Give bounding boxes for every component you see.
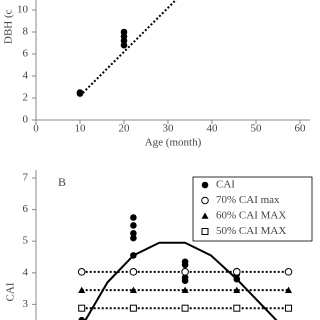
point xyxy=(233,286,241,293)
legend-box xyxy=(192,176,313,242)
y-tick-label: 6 xyxy=(23,48,29,60)
x-tick-label: 30 xyxy=(163,123,175,135)
trend-line xyxy=(79,0,178,97)
point xyxy=(130,252,137,259)
point xyxy=(77,268,86,276)
x-tick-label: 10 xyxy=(75,123,87,135)
point xyxy=(129,304,137,312)
y-axis-label: DBH (c xyxy=(3,9,15,44)
fit-curve xyxy=(84,241,278,320)
legend-label: 60% CAI MAX xyxy=(216,210,286,222)
point xyxy=(130,214,137,221)
x-tick-label: 40 xyxy=(207,123,219,135)
legend-label: 70% CAI max xyxy=(216,194,280,206)
point xyxy=(181,268,189,276)
x-tick-label: 50 xyxy=(251,123,263,135)
legend-label: 50% CAI MAX xyxy=(216,225,286,237)
point xyxy=(129,286,137,293)
x-tick-label: 0 xyxy=(33,123,39,135)
legend-label: CAI xyxy=(216,179,235,191)
point xyxy=(78,286,86,293)
panel-label: B xyxy=(58,175,66,189)
point xyxy=(130,230,137,237)
point xyxy=(130,234,137,242)
y-tick-label: 5 xyxy=(23,235,29,247)
point xyxy=(232,268,241,276)
y-tick-label: 8 xyxy=(23,26,29,38)
y-tick-label: 4 xyxy=(23,266,29,278)
y-tick-label: 10 xyxy=(17,4,29,16)
legend-marker xyxy=(201,228,209,235)
x-tick-label: 60 xyxy=(295,123,307,135)
point xyxy=(284,286,292,293)
point xyxy=(78,316,85,320)
point xyxy=(181,277,189,285)
point xyxy=(120,28,128,36)
y-tick-label: 4 xyxy=(23,70,29,82)
point xyxy=(181,261,189,269)
y-tick-label: 0 xyxy=(23,114,29,126)
legend-marker xyxy=(201,181,209,189)
legend-marker xyxy=(201,212,209,219)
point xyxy=(233,275,241,283)
y-tick-label: 2 xyxy=(23,92,29,104)
y-tick-label: 7 xyxy=(23,172,29,184)
point xyxy=(233,304,241,312)
x-axis-label: Age (month) xyxy=(145,137,202,149)
point xyxy=(181,304,189,312)
point xyxy=(78,304,86,312)
point xyxy=(129,268,138,276)
x-tick-label: 20 xyxy=(119,123,131,135)
y-tick-label: 3 xyxy=(23,298,29,310)
point xyxy=(181,286,189,293)
point xyxy=(130,222,137,229)
y-axis-label: CAI xyxy=(5,282,17,301)
point xyxy=(76,89,84,96)
point xyxy=(284,304,292,312)
legend-marker xyxy=(201,196,209,205)
point xyxy=(284,268,293,276)
y-tick-label: 6 xyxy=(23,203,29,215)
